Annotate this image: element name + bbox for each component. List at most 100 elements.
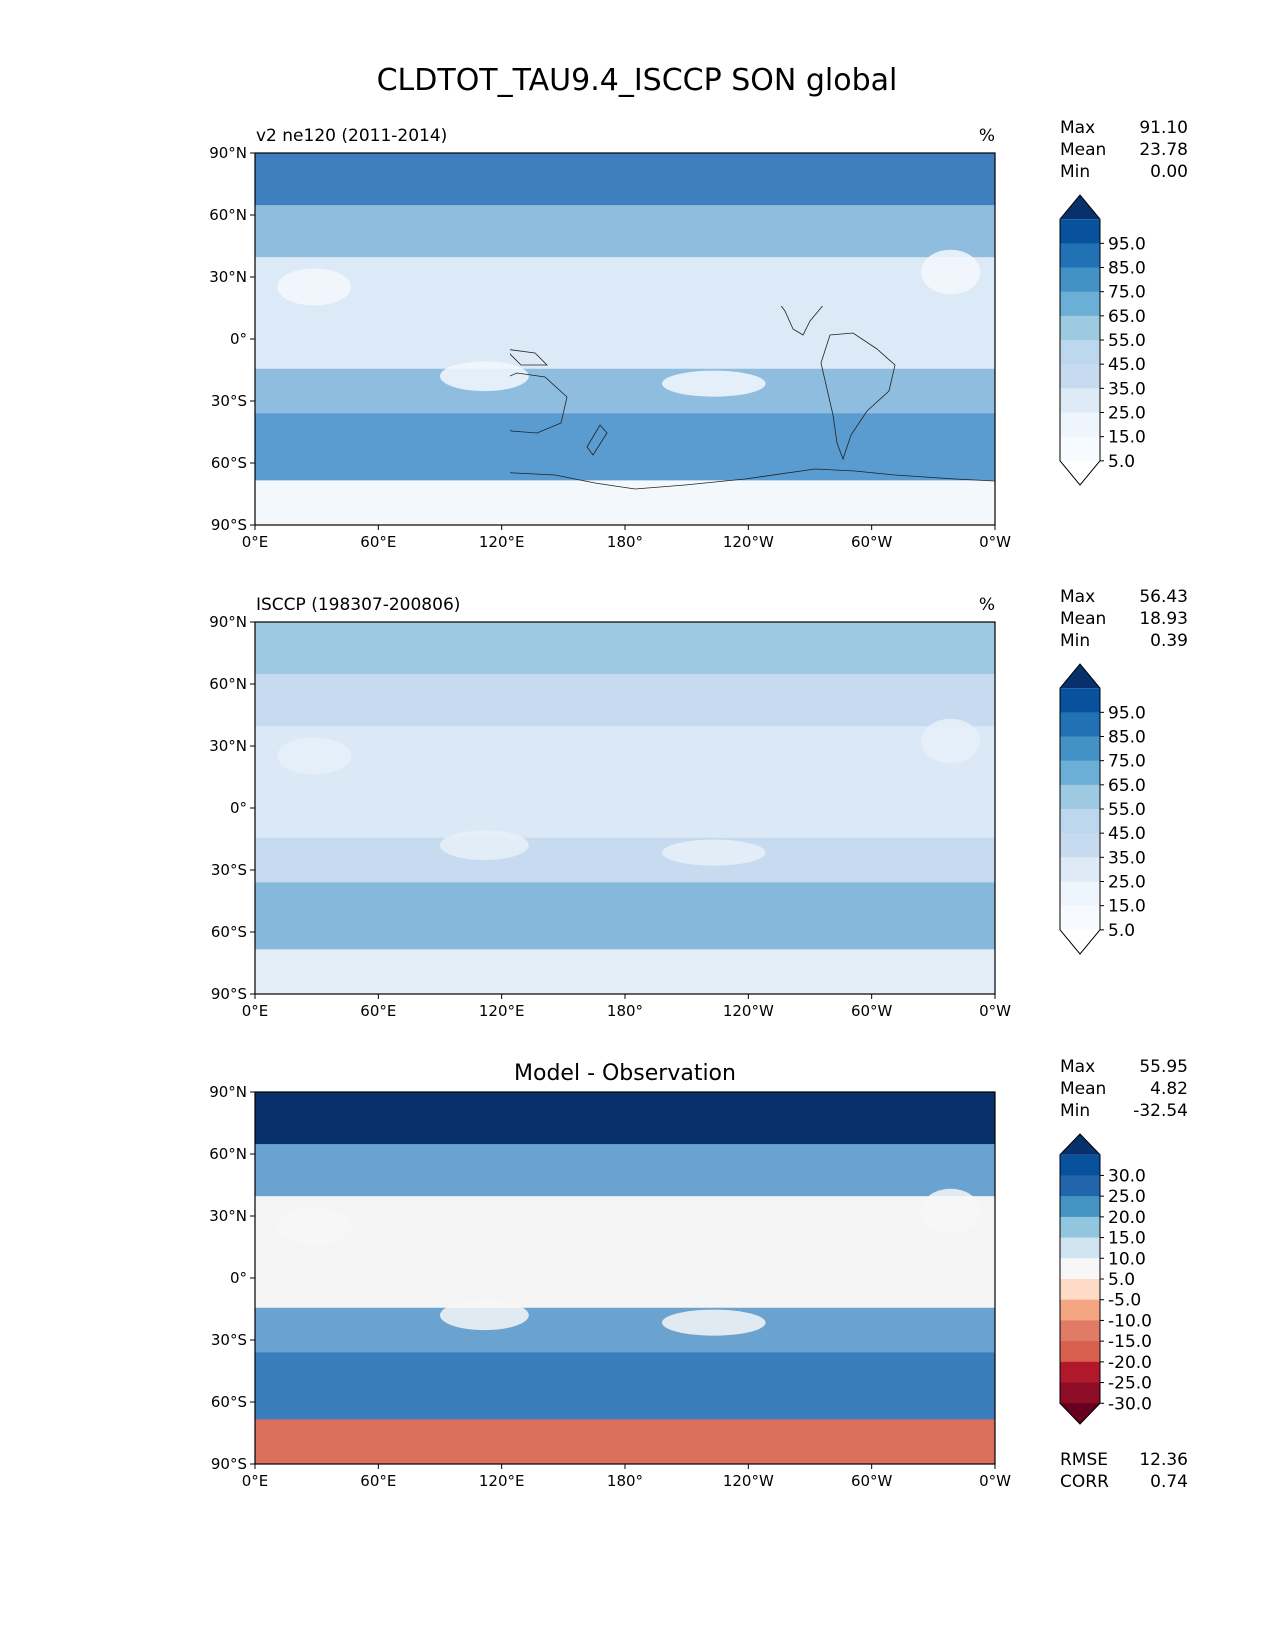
field-band	[255, 949, 995, 994]
lon-tick-label: 120°W	[723, 533, 774, 551]
lat-tick-label: 90°S	[211, 516, 247, 534]
colorbar-tick-label: -25.0	[1108, 1374, 1152, 1394]
colorbar-tick-label: 10.0	[1108, 1249, 1146, 1269]
panel-model: 0°E 60°E 120°E 180° 120°W 60°W 0°W 90°N 60°N 30°N…	[209, 118, 1188, 551]
field-band	[255, 1240, 995, 1309]
field-patch	[440, 830, 529, 861]
metric-label: RMSE	[1060, 1450, 1108, 1470]
lon-tick-label: 120°E	[479, 1472, 525, 1490]
panel-diff: 0°E 60°E 120°E 180° 120°W 60°W 0°W 90°N 60°N 30°N…	[209, 1057, 1188, 1492]
colorbar-tick-label: 45.0	[1108, 824, 1146, 844]
colorbar-cell	[1060, 291, 1100, 317]
colorbar: 30.025.020.015.010.05.0-5.0-10.0-15.0-20…	[1059, 1133, 1152, 1425]
colorbar-cell	[1060, 219, 1100, 244]
panel-units: %	[979, 126, 995, 146]
map-field	[255, 153, 995, 525]
lat-tick-label: 30°N	[209, 268, 247, 286]
colorbar-cell	[1060, 1216, 1100, 1239]
stat-label: Min	[1060, 631, 1090, 651]
field-band	[255, 205, 995, 259]
field-patch	[662, 1309, 766, 1336]
lat-tick-label: 0°	[230, 330, 247, 348]
lat-tick-label: 0°	[230, 1269, 247, 1287]
lon-tick-label: 180°	[607, 533, 643, 551]
lat-tick-label: 60°N	[209, 1145, 247, 1163]
colorbar-tick-label: 95.0	[1108, 234, 1146, 254]
colorbar-tick-label: 5.0	[1108, 921, 1135, 941]
lat-tick-label: 30°N	[209, 737, 247, 755]
panel-units: %	[979, 595, 995, 615]
colorbar-cell	[1060, 784, 1100, 810]
field-band	[255, 1196, 995, 1242]
colorbar-tick-label: 25.0	[1108, 404, 1146, 424]
field-band	[255, 1419, 995, 1464]
lat-tick-label: 90°N	[209, 144, 247, 162]
colorbar-cell	[1060, 712, 1100, 737]
field-band	[255, 413, 995, 482]
colorbar-tick-label: 65.0	[1108, 307, 1146, 327]
stat-value: 0.00	[1150, 162, 1188, 182]
lon-tick-label: 120°W	[723, 1002, 774, 1020]
lon-tick-label: 180°	[607, 1472, 643, 1490]
colorbar-cell	[1060, 364, 1100, 389]
field-patch	[440, 1300, 529, 1331]
field-band	[255, 301, 995, 370]
colorbar-tick-label: 5.0	[1108, 1270, 1135, 1290]
stat-label: Min	[1060, 162, 1090, 182]
colorbar-tick-label: 25.0	[1108, 1187, 1146, 1207]
colorbar-cell	[1060, 1196, 1100, 1218]
colorbar-cell	[1060, 1299, 1100, 1321]
colorbar-cell	[1060, 1361, 1100, 1384]
field-patch	[440, 361, 529, 392]
colorbar-tick-label: 15.0	[1108, 428, 1146, 448]
colorbar-cell	[1060, 736, 1100, 762]
lat-tick-label: 90°N	[209, 1083, 247, 1101]
field-patch	[277, 737, 352, 775]
colorbar-cell	[1060, 1154, 1100, 1176]
colorbar-extend-bottom	[1060, 929, 1100, 954]
colorbar-tick-label: 20.0	[1108, 1208, 1146, 1228]
colorbar-tick-label: 15.0	[1108, 897, 1146, 917]
colorbar-cell	[1060, 267, 1100, 293]
lat-tick-label: 90°S	[211, 1455, 247, 1473]
colorbar: 95.0 85.0 75.0 65.0 55.0 45.0 35.0 25.0 15.0 5.0	[1059, 663, 1146, 955]
lon-tick-label: 0°W	[979, 1472, 1011, 1490]
colorbar-tick-label: -10.0	[1108, 1311, 1152, 1331]
lat-tick-label: 30°S	[211, 1331, 247, 1349]
field-band	[255, 1352, 995, 1421]
colorbar-cell	[1060, 857, 1100, 882]
lat-tick-label: 60°S	[211, 1393, 247, 1411]
lon-tick-label: 180°	[607, 1002, 643, 1020]
stat-label: Mean	[1060, 140, 1106, 160]
colorbar-extend-bottom	[1060, 460, 1100, 485]
field-band	[255, 153, 995, 207]
colorbar-cell	[1060, 905, 1100, 931]
colorbar-cell	[1060, 1175, 1100, 1197]
lon-tick-label: 60°E	[360, 533, 396, 551]
field-patch	[277, 268, 352, 306]
colorbar-tick-label: -15.0	[1108, 1332, 1152, 1352]
map-field	[255, 622, 995, 994]
colorbar-cell	[1060, 1341, 1100, 1363]
metric-label: CORR	[1060, 1472, 1109, 1492]
colorbar-tick-label: 55.0	[1108, 800, 1146, 820]
metric-value: 0.74	[1150, 1472, 1188, 1492]
colorbar-cell	[1060, 1279, 1100, 1301]
figure-title: CLDTOT_TAU9.4_ISCCP SON global	[377, 63, 898, 98]
colorbar-tick-label: 35.0	[1108, 848, 1146, 868]
lon-tick-label: 60°E	[360, 1472, 396, 1490]
lat-tick-label: 60°N	[209, 675, 247, 693]
field-patch	[277, 1207, 352, 1245]
lon-tick-label: 0°W	[979, 1002, 1011, 1020]
stat-value: 91.10	[1139, 118, 1188, 138]
lat-tick-label: 30°N	[209, 1207, 247, 1225]
colorbar-tick-label: 65.0	[1108, 776, 1146, 796]
lat-tick-label: 0°	[230, 799, 247, 817]
colorbar-extend-top	[1060, 664, 1100, 689]
metric-value: 12.36	[1139, 1450, 1188, 1470]
field-patch	[662, 370, 766, 397]
lat-tick-label: 90°N	[209, 613, 247, 631]
field-patch	[921, 1188, 981, 1234]
colorbar-tick-label: 75.0	[1108, 752, 1146, 772]
